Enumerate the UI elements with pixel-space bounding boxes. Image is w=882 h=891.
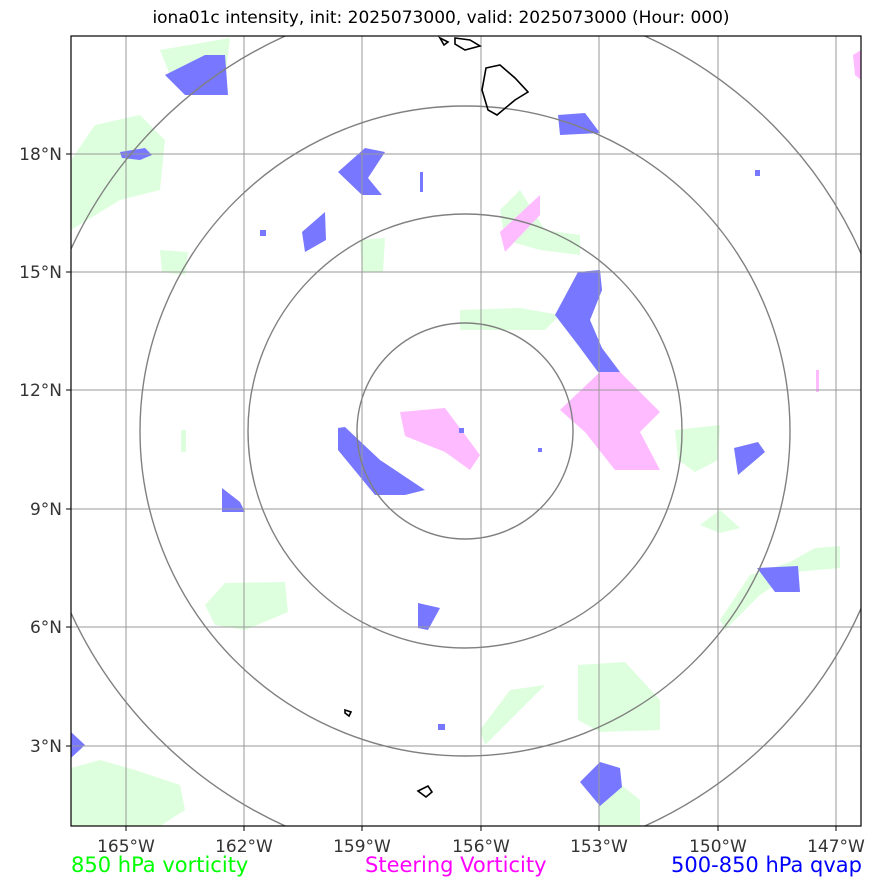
lat-label: 6°N — [30, 618, 62, 638]
latitude-labels: 18°N 15°N 12°N 9°N 6°N 3°N — [19, 145, 62, 757]
lat-label: 3°N — [30, 737, 62, 757]
lon-label: 150°W — [689, 837, 747, 857]
legend-850-vorticity: 850 hPa vorticity — [71, 853, 249, 877]
lon-label: 165°W — [97, 837, 155, 857]
lat-label: 18°N — [19, 145, 62, 165]
longitude-labels: 165°W 162°W 159°W 156°W 153°W 150°W 147°… — [97, 837, 865, 857]
lon-label: 159°W — [333, 837, 391, 857]
map-title: iona01c intensity, init: 2025073000, val… — [152, 8, 730, 28]
lat-label: 15°N — [19, 263, 62, 283]
vorticity-850-areas — [71, 38, 840, 826]
lat-label: 12°N — [19, 381, 62, 401]
steering-vorticity-areas — [400, 50, 861, 470]
lon-label: 153°W — [570, 837, 628, 857]
qvap-areas — [71, 55, 800, 806]
graticule — [71, 36, 861, 826]
range-rings — [71, 36, 861, 826]
lat-label: 9°N — [30, 500, 62, 520]
lon-label: 156°W — [452, 837, 510, 857]
coastlines — [344, 36, 530, 799]
legend-steering-vorticity: Steering Vorticity — [365, 853, 547, 877]
plot-frame — [70, 35, 862, 827]
lon-label: 162°W — [215, 837, 273, 857]
legend-qvap: 500-850 hPa qvap — [671, 853, 862, 877]
lon-label: 147°W — [807, 837, 865, 857]
